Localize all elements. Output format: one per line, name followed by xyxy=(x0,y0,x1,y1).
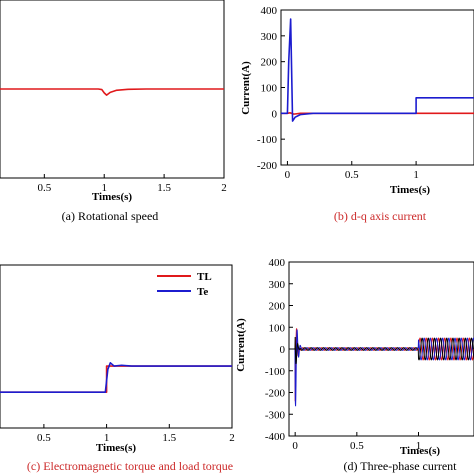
y-ticks: -200 -100 0 100 200 300 400 xyxy=(257,5,285,172)
x-axis-label: Times(s) xyxy=(92,191,132,203)
y-axis-label: Current(A) xyxy=(240,61,252,115)
series-line-1 xyxy=(0,361,232,393)
legend-label-te: Te xyxy=(197,286,208,298)
series-line-0 xyxy=(0,365,232,393)
legend: TL Te xyxy=(150,267,231,299)
x-tick-label: 1 xyxy=(104,432,110,444)
plot-frame xyxy=(280,9,474,166)
series-group xyxy=(0,88,224,96)
x-axis-label: Times(s) xyxy=(400,445,440,457)
y-tick-label: 100 xyxy=(269,322,286,334)
x-tick-label: 0.5 xyxy=(350,440,364,452)
series-group xyxy=(289,328,474,407)
y-tick-label: 300 xyxy=(269,279,286,291)
x-ticks: 0 0.5 1 xyxy=(285,161,419,181)
phase-line-0 xyxy=(289,328,474,402)
legend-label-tl: TL xyxy=(197,271,212,283)
y-axis-label: Current(A) xyxy=(235,318,247,372)
y-tick-label: 400 xyxy=(269,257,286,269)
x-tick-label: 2 xyxy=(221,182,227,194)
plot-frame xyxy=(0,264,233,429)
y-tick-label: -100 xyxy=(257,134,278,146)
x-tick-label: 0 xyxy=(285,169,291,181)
x-tick-label: 0.5 xyxy=(37,182,51,194)
legend-box xyxy=(150,267,231,299)
caption-b: (b) d-q axis current xyxy=(334,209,427,223)
y-tick-label: 100 xyxy=(261,83,278,95)
caption-a: (a) Rotational speed xyxy=(62,209,159,223)
y-tick-label: -200 xyxy=(265,388,286,400)
y-tick-label: 0 xyxy=(280,344,286,356)
x-tick-label: 0.5 xyxy=(345,169,359,181)
x-ticks: 0 0.5 1 xyxy=(292,432,421,452)
x-axis-label: Times(s) xyxy=(390,184,430,196)
x-ticks: 0.5 1 1.5 2 xyxy=(37,424,235,444)
y-tick-label: 200 xyxy=(261,57,278,69)
y-ticks: -400 -300 -200 -100 0 100 200 300 400 xyxy=(265,257,293,443)
series-group xyxy=(0,361,232,393)
y-tick-label: 300 xyxy=(261,31,278,43)
y-tick-label: -100 xyxy=(265,366,286,378)
caption-d: (d) Three-phase current xyxy=(343,459,457,473)
y-tick-label: 0 xyxy=(272,108,278,120)
x-tick-label: 0 xyxy=(292,440,298,452)
panel-torque: 0.5 1 1.5 2 TL Te Times(s) xyxy=(0,264,235,454)
series-line-1 xyxy=(281,18,474,122)
phase-line-2 xyxy=(289,337,474,365)
x-ticks: 0.5 1 1.5 2 xyxy=(37,174,227,194)
caption-c: (c) Electromagnetic torque and load torq… xyxy=(27,459,233,473)
y-tick-label: -400 xyxy=(265,431,286,443)
x-tick-label: 1.5 xyxy=(157,182,171,194)
x-tick-label: 1 xyxy=(413,169,419,181)
x-tick-label: 2 xyxy=(229,432,235,444)
x-tick-label: 1.5 xyxy=(162,432,176,444)
x-tick-label: 0.5 xyxy=(37,432,51,444)
x-tick-label: 1 xyxy=(416,440,422,452)
series-line-0 xyxy=(0,88,224,96)
x-tick-label: 1 xyxy=(101,182,107,194)
panel-rotational-speed: 0.5 1 1.5 2 Times(s) xyxy=(0,0,227,203)
y-tick-label: -200 xyxy=(257,160,278,172)
y-tick-label: -300 xyxy=(265,409,286,421)
series-group xyxy=(281,18,474,122)
y-tick-label: 400 xyxy=(261,5,278,17)
y-tick-label: 200 xyxy=(269,301,286,313)
x-axis-label: Times(s) xyxy=(96,442,136,454)
phase-line-1 xyxy=(289,329,474,407)
